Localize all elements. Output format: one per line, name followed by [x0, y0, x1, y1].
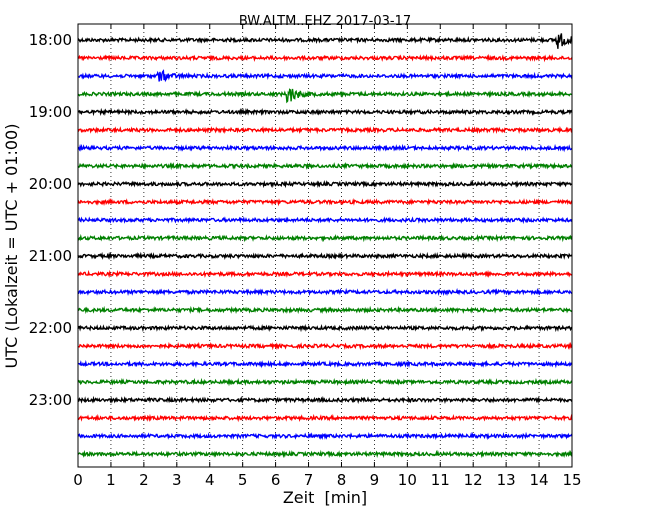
traces	[77, 33, 573, 459]
plot-frame	[77, 23, 573, 468]
chart-title: BW.ALTM..EHZ 2017-03-17	[239, 14, 411, 29]
y-axis-label: UTC (Lokalzeit = UTC + 01:00)	[2, 124, 21, 369]
x-tick-label: 12	[464, 471, 483, 489]
x-axis-ticks: 0 1 2 3 4 5 6 7 8 9 10 11 12 13 14 15	[73, 24, 582, 489]
trace-line-1815	[77, 53, 573, 63]
y-tick-label: 22:00	[29, 319, 72, 337]
trace-line-1930	[77, 143, 573, 153]
trace-line-2145	[78, 305, 573, 315]
trace-line-2100	[77, 251, 573, 261]
x-tick-label: 13	[497, 471, 516, 489]
trace-line-2130	[77, 287, 573, 297]
trace-line-2015	[77, 197, 573, 207]
trace-line-2200	[77, 323, 573, 333]
x-tick-label: 1	[106, 471, 116, 489]
trace-line-1900	[77, 107, 573, 117]
trace-line-2245	[77, 377, 573, 387]
trace-line-1945	[77, 161, 573, 171]
trace-line-1830	[77, 69, 573, 83]
trace-line-2330	[77, 431, 573, 441]
x-tick-label: 3	[172, 471, 182, 489]
x-tick-label: 15	[562, 471, 581, 489]
trace-line-1915	[77, 125, 573, 135]
x-tick-label: 11	[431, 471, 450, 489]
trace-line-2030	[77, 216, 573, 225]
y-tick-label: 18:00	[29, 31, 72, 49]
y-tick-label: 20:00	[29, 175, 72, 193]
trace-line-2315	[77, 413, 573, 423]
trace-line-2300	[77, 395, 573, 405]
x-tick-label: 2	[139, 471, 149, 489]
trace-line-2115	[77, 269, 573, 279]
trace-line-2230	[77, 359, 573, 369]
trace-line-2045	[77, 233, 573, 243]
x-tick-label: 7	[304, 471, 314, 489]
trace-line-2345	[77, 449, 573, 459]
y-tick-label: 19:00	[29, 103, 72, 121]
trace-line-1800	[77, 33, 572, 49]
x-tick-label: 4	[205, 471, 215, 489]
x-tick-label: 8	[337, 471, 347, 489]
x-axis-label: Zeit [min]	[283, 488, 367, 507]
trace-line-2215	[77, 341, 573, 351]
x-tick-label: 0	[73, 471, 83, 489]
x-tick-label: 6	[271, 471, 281, 489]
x-tick-label: 14	[530, 471, 549, 489]
trace-line-1845	[77, 88, 573, 104]
x-tick-label: 10	[398, 471, 417, 489]
trace-line-2000	[77, 179, 573, 189]
y-tick-label: 21:00	[29, 247, 72, 265]
y-axis-ticks: 18:00 19:00 20:00 21:00 22:00 23:00	[29, 31, 572, 409]
x-tick-label: 5	[238, 471, 248, 489]
x-tick-label: 9	[370, 471, 380, 489]
y-tick-label: 23:00	[29, 391, 72, 409]
